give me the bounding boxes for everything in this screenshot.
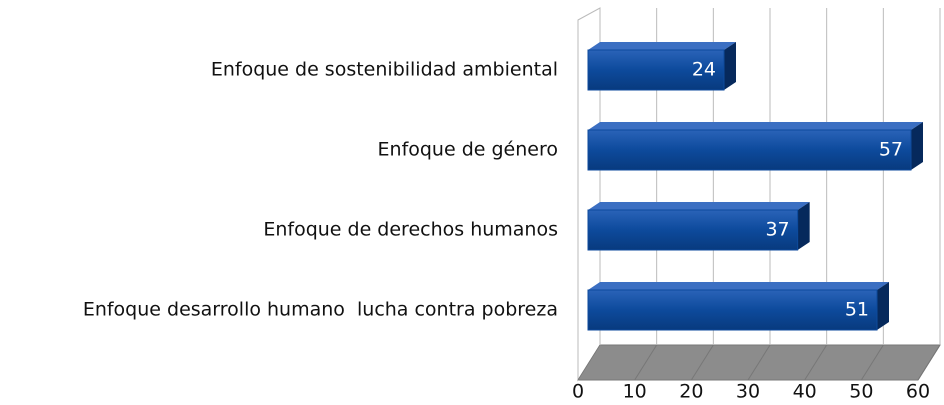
x-tick-label: 30 — [736, 381, 760, 403]
x-tick-label: 20 — [679, 381, 703, 403]
bar — [587, 209, 799, 251]
value-label: 57 — [879, 139, 903, 161]
bar-side — [797, 202, 810, 250]
bar-top — [588, 202, 810, 210]
value-label: 37 — [765, 219, 789, 241]
floor-line — [917, 344, 941, 381]
bar-top — [588, 282, 889, 290]
x-tick-label: 10 — [623, 381, 647, 403]
floor-line — [747, 344, 771, 381]
bar-side — [724, 42, 736, 90]
floor-line — [634, 344, 658, 381]
value-label: 51 — [845, 299, 869, 321]
bar-top — [588, 122, 923, 130]
bar — [587, 49, 725, 91]
floor-line — [804, 344, 828, 381]
y-tick-label: Enfoque de género — [378, 139, 558, 161]
x-tick-label: 50 — [849, 381, 873, 403]
bar — [587, 129, 912, 171]
bar-side — [877, 282, 889, 330]
bar-side — [911, 122, 923, 170]
floor-line — [860, 344, 884, 381]
y-tick-label: Enfoque de derechos humanos — [263, 219, 558, 241]
y-tick-label: Enfoque de sostenibilidad ambiental — [211, 59, 558, 81]
bar — [587, 289, 878, 331]
floor-line — [690, 344, 714, 381]
y-tick-label: Enfoque desarrollo humano lucha contra p… — [83, 299, 558, 321]
value-label: 24 — [692, 59, 716, 81]
x-tick-label: 60 — [906, 381, 930, 403]
x-tick-label: 0 — [572, 381, 584, 403]
x-tick-label: 40 — [793, 381, 817, 403]
bar-top — [588, 42, 736, 50]
floor-line — [577, 344, 601, 381]
